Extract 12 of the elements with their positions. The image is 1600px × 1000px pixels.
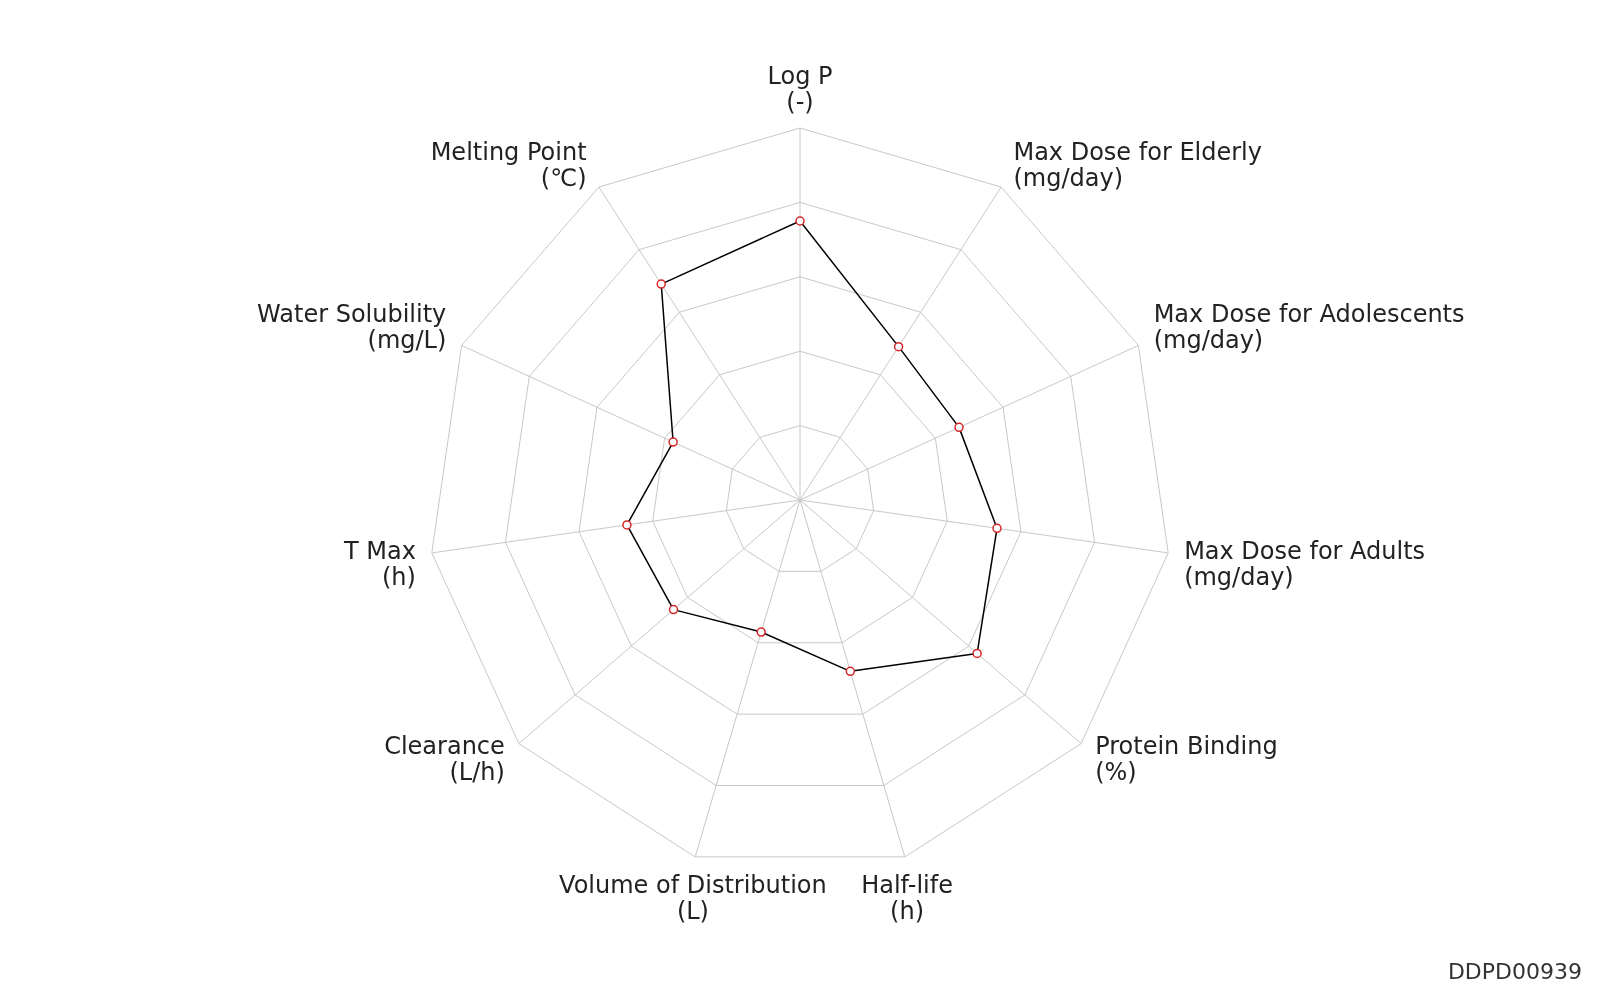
spoke-label: Water Solubility (mg/L) — [257, 300, 447, 355]
spoke-label: Max Dose for Elderly (mg/day) — [1013, 138, 1262, 193]
spoke-label: Log P (-) — [767, 62, 833, 116]
text: DDPD00939 — [1447, 959, 1582, 984]
spoke-label: Clearance (L/h) — [384, 731, 505, 786]
spoke-label: Protein Binding (%) — [1095, 731, 1278, 786]
spoke-label: Volume of Distribution (L) — [559, 870, 827, 925]
spoke-label: Max Dose for Adolescents (mg/day) — [1153, 300, 1465, 355]
spoke-label: Half-life (h) — [861, 870, 953, 925]
spoke-label: Melting Point (℃) — [430, 138, 587, 193]
spoke-label: T Max (h) — [342, 537, 416, 592]
spoke-label: Max Dose for Adults (mg/day) — [1184, 537, 1426, 592]
